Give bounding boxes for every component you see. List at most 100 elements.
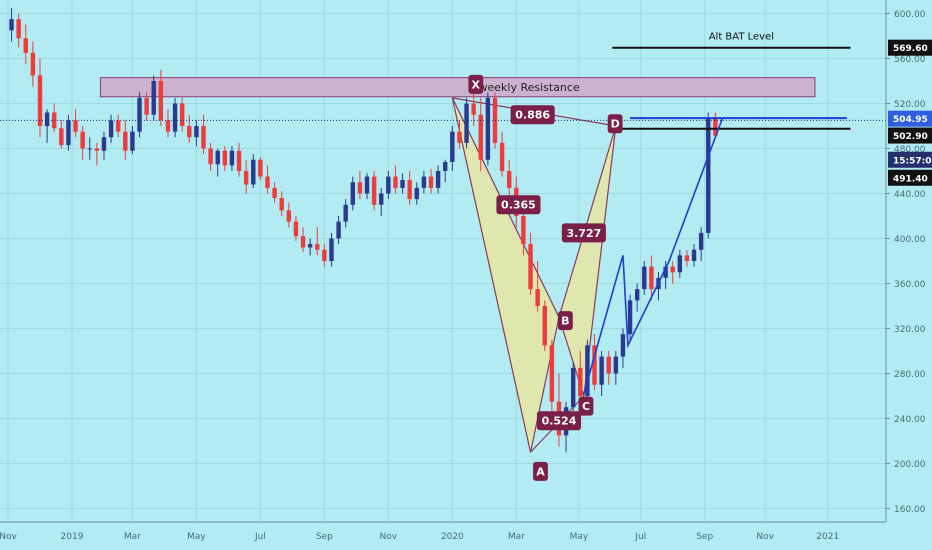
- candle: [101, 131, 107, 160]
- price-badge-text: 491.40: [893, 174, 928, 184]
- candle-body: [172, 103, 178, 132]
- point-label: A: [533, 461, 548, 481]
- resistance-zone: [99, 77, 816, 98]
- candle-body: [549, 345, 555, 402]
- candle-body: [379, 193, 384, 205]
- candle: [570, 362, 576, 413]
- candle: [251, 154, 256, 188]
- candle-body: [194, 126, 199, 138]
- candle: [407, 171, 412, 205]
- price-badge-bg: [888, 110, 932, 127]
- candle: [144, 92, 149, 121]
- price-tick-label: 400.00: [894, 235, 926, 245]
- resistance-zone-label: weekly Resistance: [478, 81, 579, 94]
- ratio-label: 3.727: [561, 223, 606, 243]
- candle: [201, 114, 206, 155]
- candle: [379, 187, 384, 216]
- candle: [59, 120, 64, 149]
- candle: [421, 171, 427, 194]
- candle-body: [634, 289, 640, 301]
- pattern-labels-layer: 0.886 0.365 3.727 0.524 X A B C D: [468, 74, 623, 481]
- candle-body: [87, 148, 92, 150]
- candle-body: [521, 216, 526, 245]
- candle-body: [300, 236, 306, 248]
- candle-body: [706, 118, 711, 233]
- point-label: D: [607, 114, 623, 134]
- candle: [158, 69, 164, 126]
- candle-body: [16, 19, 21, 39]
- point-label-text: A: [536, 465, 545, 478]
- price-badge-bg: [888, 169, 932, 186]
- ratio-label-bg: [536, 411, 582, 431]
- ratio-label-text: 0.886: [515, 109, 550, 122]
- time-tick-label: Sep: [316, 532, 333, 542]
- candle: [464, 97, 469, 149]
- point-label: B: [557, 311, 573, 331]
- point-label-text: D: [611, 118, 620, 131]
- candle-body: [670, 266, 675, 273]
- candle-body: [450, 131, 455, 162]
- price-badge: 569.60: [888, 39, 932, 56]
- candle: [428, 168, 434, 194]
- time-axis[interactable]: Nov 2019 Mar May Jul Sep Nov 2020 Mar May Jul Sep No…: [0, 521, 932, 550]
- candle: [670, 261, 675, 284]
- ratio-label-text: 0.524: [542, 415, 577, 428]
- time-tick-label: 2020: [441, 532, 464, 542]
- candle-body: [101, 137, 107, 151]
- candle: [108, 114, 114, 143]
- time-tick-label: Nov: [0, 532, 17, 542]
- candle-body: [350, 182, 356, 205]
- point-label: C: [578, 396, 594, 416]
- candle: [677, 249, 683, 278]
- candle: [236, 142, 242, 177]
- candle: [357, 171, 363, 200]
- point-label-bg: [578, 396, 594, 416]
- candle-body: [66, 120, 71, 146]
- candle: [649, 255, 654, 301]
- candle-body: [151, 81, 156, 115]
- candle-body: [592, 345, 597, 385]
- candle: [243, 159, 249, 194]
- price-badge: 502.90: [888, 127, 932, 144]
- price-tick-label: 240.00: [894, 415, 926, 425]
- candle: [293, 216, 299, 241]
- price-badge-text: 569.60: [893, 44, 928, 54]
- ratio-label: 0.365: [496, 195, 541, 215]
- candle: [698, 227, 704, 261]
- price-tick-label: 280.00: [894, 370, 926, 380]
- candle: [130, 126, 135, 155]
- price-badge-bg: [888, 151, 932, 168]
- candle-body: [570, 367, 576, 408]
- candle-body: [229, 150, 235, 166]
- candle: [599, 351, 604, 396]
- ratio-label: 0.524: [536, 411, 582, 431]
- price-tick-label: 320.00: [894, 325, 926, 335]
- candle: [300, 227, 306, 252]
- candle: [322, 244, 327, 267]
- candle-body: [386, 176, 391, 194]
- candle-body: [535, 289, 540, 306]
- candle: [691, 244, 697, 267]
- candle-body: [649, 266, 654, 290]
- candle: [542, 300, 547, 351]
- price-axis-bg: [886, 0, 932, 550]
- candle-body: [201, 126, 206, 149]
- point-label-text: B: [561, 315, 569, 328]
- candle-body: [243, 171, 249, 185]
- candle-body: [371, 176, 377, 205]
- candle: [208, 142, 213, 171]
- candle: [535, 261, 540, 312]
- candle: [457, 120, 462, 149]
- candle-body: [492, 97, 498, 143]
- candle: [307, 238, 313, 256]
- candle: [194, 120, 199, 147]
- price-axis[interactable]: 600.00 560.00 520.00 480.00 440.00 400.00 360.…: [885, 0, 932, 550]
- ratio-label-text: 0.365: [501, 199, 536, 212]
- candle: [642, 261, 647, 295]
- candle-body: [627, 300, 633, 335]
- candle-body: [485, 97, 491, 160]
- candle-body: [620, 334, 626, 357]
- candle-body: [677, 255, 683, 273]
- candle: [507, 159, 512, 200]
